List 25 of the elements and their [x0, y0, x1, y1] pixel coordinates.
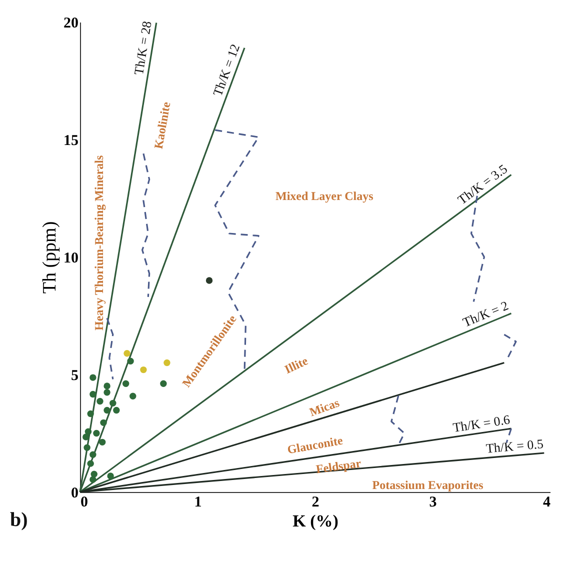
annotation: Mixed Layer Clays	[276, 188, 374, 203]
annotation: Potassium Evaporites	[372, 478, 484, 492]
annotation: Kaolinite	[151, 100, 174, 150]
text: Th/K = 0.6	[452, 412, 512, 435]
y-tick-label: 15	[64, 133, 78, 149]
y-tick-label: 5	[71, 368, 78, 384]
x-tick-label: 3	[429, 494, 437, 510]
y-tick-label: 20	[64, 16, 78, 32]
text: Th/K = 3.5	[454, 161, 510, 208]
text: b)	[10, 509, 28, 531]
y-tick-label: 10	[64, 250, 78, 266]
annotation: Heavy Thorium-Bearing Minerals	[92, 155, 106, 330]
x-tick-label: 4	[543, 494, 551, 510]
annotation: Feldspar	[315, 456, 363, 476]
text: Th/K = 28	[130, 20, 154, 76]
annotation: Illite	[282, 353, 311, 377]
y-axis-title: Th (ppm)	[40, 221, 60, 294]
text: Th/K = 12	[210, 42, 243, 98]
series-label: Th/K = 0.5	[485, 436, 544, 456]
annotation: Glauconite	[286, 433, 344, 457]
x-tick-label: 2	[312, 494, 320, 510]
x-tick-label: 1	[194, 494, 202, 510]
annotation: Micas	[308, 395, 342, 420]
x-axis-title: K (%)	[292, 512, 338, 530]
text: Th/K = 2	[460, 298, 510, 330]
